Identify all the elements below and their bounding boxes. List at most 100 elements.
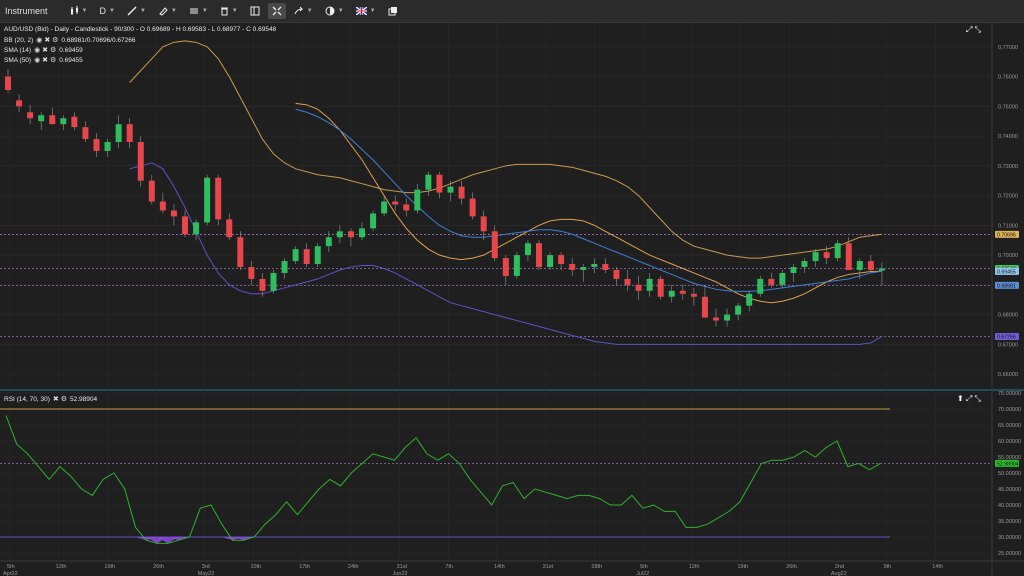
candle <box>735 302 742 321</box>
share-icon <box>294 6 303 15</box>
rsi-tick-label: 50.00000 <box>998 471 1021 477</box>
candle <box>657 275 664 300</box>
rsi-tick-label: 55.00000 <box>998 455 1021 461</box>
candle <box>547 252 554 270</box>
candle-body <box>148 180 155 202</box>
chevron-down-icon: ▼ <box>170 8 177 14</box>
candle <box>801 258 808 273</box>
candle-body <box>325 237 332 247</box>
candle <box>624 269 631 291</box>
candle-body <box>856 261 863 270</box>
candle-body <box>679 290 686 294</box>
price-tag <box>995 230 1019 238</box>
chevron-down-icon: ▼ <box>139 8 146 14</box>
candle-body <box>392 201 399 205</box>
candle-body <box>49 115 56 125</box>
move-panel-icon[interactable]: ⬆ ⤢ ⤡ <box>957 394 981 403</box>
candle <box>812 249 819 267</box>
candle <box>126 118 133 148</box>
rsi-oversold-fill <box>232 537 255 541</box>
indicator-controls-icon[interactable]: ◉ ✖ ⚙ <box>34 47 57 54</box>
candle <box>381 195 388 217</box>
chart-type-button[interactable]: ▼ <box>66 3 92 19</box>
candle <box>502 255 509 285</box>
candle <box>823 246 830 265</box>
candle <box>226 213 233 241</box>
delete-button[interactable]: ▼ <box>216 3 242 19</box>
candle <box>834 240 841 262</box>
candle-body <box>713 317 719 321</box>
time-tick-day: 21st <box>543 564 554 570</box>
candle <box>60 115 67 131</box>
candle <box>115 115 122 148</box>
expand-panel-icon[interactable]: ⤢ ⤡ <box>966 25 982 34</box>
template-button[interactable] <box>246 3 264 19</box>
theme-button[interactable]: ▼ <box>321 3 348 19</box>
indicator-controls-icon[interactable]: ◉ ✖ ⚙ <box>36 37 59 44</box>
rsi-tick-label: 40.00000 <box>998 503 1021 509</box>
candle-body <box>757 278 764 294</box>
candle-body <box>580 267 587 270</box>
candle-body <box>591 264 598 267</box>
candle <box>170 204 177 226</box>
sma14-value: 0.69459 <box>59 47 83 54</box>
candle-body <box>403 204 410 211</box>
candle-body <box>624 278 631 285</box>
candle <box>392 195 399 211</box>
candle-body <box>314 246 321 265</box>
candle-body <box>414 189 421 211</box>
share-button[interactable]: ▼ <box>290 3 317 19</box>
indicator-controls-icon[interactable]: ◉ ✖ ⚙ <box>34 57 57 64</box>
candle-body <box>668 290 675 297</box>
rsi-value: 52.98904 <box>69 396 98 403</box>
candle-body <box>602 264 609 270</box>
instrument-menu[interactable]: Instrument <box>5 6 48 16</box>
pen-tool-button[interactable]: ▼ <box>154 3 181 19</box>
price-tag-label: 0.68981 <box>997 283 1016 289</box>
time-tick-day: 5th <box>640 564 648 570</box>
candle-body <box>5 76 11 90</box>
chart-area[interactable]: 0.77000 0.76000 0.75000 0.74000 0.73000 0.720… <box>0 23 1024 576</box>
chevron-down-icon: ▼ <box>231 8 238 14</box>
indicator-controls-icon[interactable]: ✖ ⚙ <box>52 396 67 403</box>
candle <box>679 284 686 300</box>
crosshair-button[interactable] <box>267 3 286 19</box>
candle-body <box>359 228 365 238</box>
trash-icon <box>220 7 228 16</box>
popout-button[interactable] <box>384 3 402 19</box>
candle <box>458 180 465 205</box>
time-tick-day: 5th <box>7 564 15 570</box>
rsi-label: RSI (14, 70, 30) <box>4 396 50 403</box>
candle-body <box>458 186 465 199</box>
price-tick-label: 0.66000 <box>998 372 1018 378</box>
candle-body <box>724 314 731 321</box>
candle-body <box>524 243 531 256</box>
rsi-tick-label: 30.00000 <box>998 535 1021 541</box>
shapes-button[interactable]: ▼ <box>185 3 212 19</box>
time-tick-day: 26th <box>153 564 164 570</box>
candle <box>259 272 266 297</box>
time-tick-day: 31st <box>397 564 408 570</box>
candle-body <box>491 231 498 259</box>
candle <box>148 174 155 205</box>
rsi-tick-label: 65.00000 <box>998 423 1021 429</box>
candle <box>425 171 432 196</box>
language-button[interactable]: ▼ <box>352 3 380 19</box>
candle-body <box>469 198 476 217</box>
candle <box>613 267 620 285</box>
price-tick-label: 0.70000 <box>998 253 1018 259</box>
draw-line-button[interactable]: ▼ <box>123 3 150 19</box>
time-tick-month: May22 <box>198 571 215 576</box>
candle-body <box>569 264 576 270</box>
price-chart[interactable]: 0.77000 0.76000 0.75000 0.74000 0.73000 0.720… <box>0 23 1024 576</box>
rsi-tick-label: 70.00000 <box>998 407 1021 413</box>
candle <box>215 174 222 226</box>
rsi-tick-label: 75.00000 <box>998 391 1021 397</box>
period-button[interactable]: D ▼ <box>95 3 118 19</box>
candle-body <box>613 269 620 279</box>
time-tick-day: 10th <box>251 564 262 570</box>
price-tick-label: 0.77000 <box>998 45 1018 51</box>
candle-body <box>768 278 775 285</box>
candle-body <box>27 112 34 119</box>
price-tick-label: 0.68000 <box>998 313 1018 319</box>
